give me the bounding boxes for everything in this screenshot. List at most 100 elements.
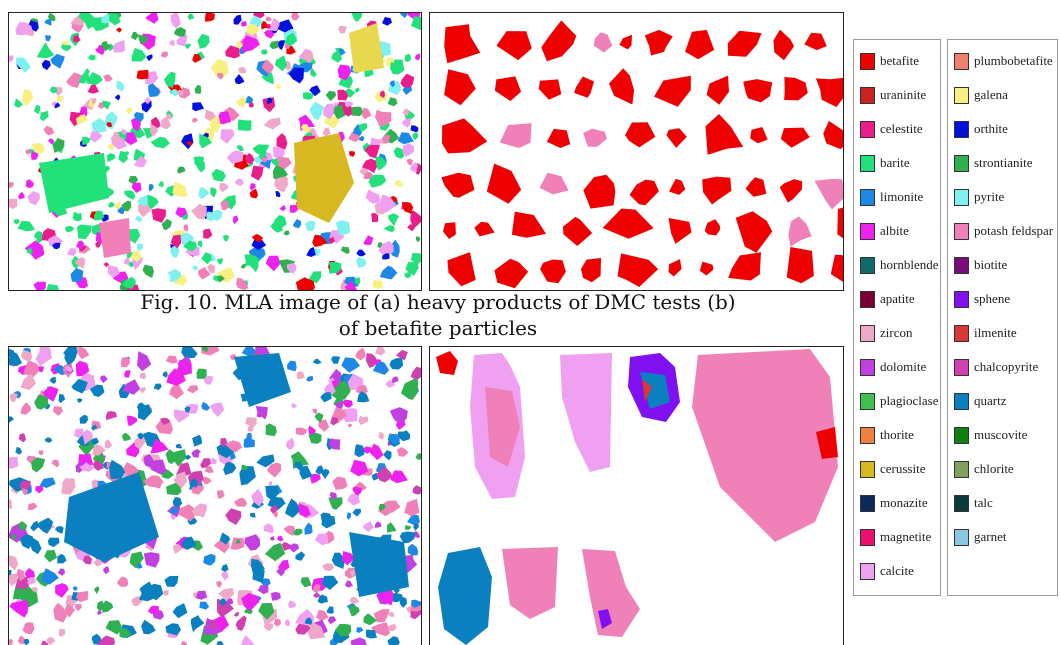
particle bbox=[169, 40, 174, 46]
particle bbox=[342, 400, 353, 408]
galena-grain bbox=[349, 23, 384, 73]
particle bbox=[221, 571, 229, 580]
particle bbox=[181, 347, 198, 358]
particle bbox=[151, 137, 171, 148]
particle bbox=[233, 215, 239, 224]
particle bbox=[403, 118, 411, 128]
particle bbox=[207, 264, 215, 273]
legend-item-galena: galena bbox=[954, 86, 1008, 104]
particle bbox=[352, 509, 361, 517]
particle bbox=[219, 183, 229, 192]
particle bbox=[140, 387, 146, 394]
particle bbox=[137, 351, 151, 371]
legend-label: pyrite bbox=[974, 189, 1004, 205]
particle bbox=[9, 199, 17, 209]
legend-label: potash feldspar bbox=[974, 223, 1053, 239]
particle bbox=[61, 478, 75, 495]
particle bbox=[234, 612, 239, 617]
legend-swatch bbox=[954, 223, 969, 240]
particle bbox=[349, 151, 355, 157]
particle bbox=[185, 44, 191, 50]
particle bbox=[327, 606, 334, 614]
particle bbox=[323, 127, 331, 136]
legend-item-thorite: thorite bbox=[860, 426, 914, 444]
particle bbox=[387, 522, 397, 533]
legend-label: plagioclase bbox=[880, 393, 938, 409]
particle bbox=[192, 102, 204, 111]
particle bbox=[365, 189, 380, 203]
particle bbox=[625, 122, 655, 147]
particle bbox=[75, 604, 82, 611]
particle bbox=[540, 173, 569, 195]
legend-item-limonite: limonite bbox=[860, 188, 923, 206]
particle bbox=[14, 219, 20, 224]
particle bbox=[57, 96, 64, 102]
particle bbox=[746, 177, 767, 196]
legend-swatch bbox=[860, 121, 875, 138]
particle bbox=[80, 415, 88, 424]
particle bbox=[395, 180, 404, 188]
legend-label: chalcopyrite bbox=[974, 359, 1038, 375]
particle bbox=[154, 384, 162, 391]
particle bbox=[196, 591, 207, 600]
particle bbox=[301, 577, 312, 587]
particle bbox=[171, 13, 181, 28]
particle bbox=[380, 266, 398, 280]
particle bbox=[487, 164, 521, 204]
particle bbox=[356, 257, 366, 268]
particle bbox=[44, 126, 55, 136]
particle bbox=[581, 258, 601, 282]
particle bbox=[203, 554, 215, 566]
particle bbox=[313, 592, 320, 597]
legend-swatch bbox=[860, 495, 875, 512]
particle bbox=[163, 590, 169, 596]
particle bbox=[16, 57, 31, 72]
particle bbox=[185, 455, 191, 460]
particle bbox=[359, 123, 367, 131]
particle bbox=[351, 107, 363, 117]
particle bbox=[238, 119, 252, 130]
particle bbox=[191, 449, 201, 458]
particle bbox=[44, 19, 51, 26]
particle bbox=[413, 523, 419, 531]
legend-item-biotite: biotite bbox=[954, 256, 1007, 274]
particle bbox=[205, 13, 215, 22]
particle bbox=[239, 466, 256, 485]
particle bbox=[390, 470, 408, 483]
particle bbox=[474, 222, 494, 237]
particle bbox=[9, 555, 18, 571]
particle bbox=[188, 13, 195, 20]
particle bbox=[77, 225, 92, 240]
legend-item-strontianite: strontianite bbox=[954, 154, 1033, 172]
particle bbox=[369, 444, 384, 461]
particle bbox=[583, 175, 615, 209]
particle bbox=[236, 97, 247, 107]
particle bbox=[195, 85, 202, 94]
particle bbox=[68, 248, 77, 256]
particle bbox=[28, 503, 38, 510]
legend-label: quartz bbox=[974, 393, 1006, 409]
legend-swatch bbox=[954, 87, 969, 104]
particle bbox=[235, 74, 245, 84]
particle bbox=[105, 439, 113, 448]
particle bbox=[341, 247, 350, 254]
particle bbox=[152, 208, 166, 223]
legend-label: biotite bbox=[974, 257, 1007, 273]
particle bbox=[389, 358, 403, 370]
particle bbox=[19, 521, 28, 530]
particle bbox=[356, 627, 363, 633]
particle bbox=[287, 361, 297, 372]
legend-label: ilmenite bbox=[974, 325, 1017, 341]
particle bbox=[30, 521, 39, 532]
particle bbox=[773, 30, 794, 61]
particle bbox=[116, 28, 122, 33]
particle bbox=[269, 41, 278, 49]
particle bbox=[784, 77, 808, 100]
particle bbox=[781, 128, 810, 148]
particle bbox=[73, 212, 82, 222]
particle bbox=[148, 83, 160, 97]
particle bbox=[78, 347, 89, 359]
particle bbox=[328, 497, 342, 510]
particle bbox=[108, 202, 114, 208]
